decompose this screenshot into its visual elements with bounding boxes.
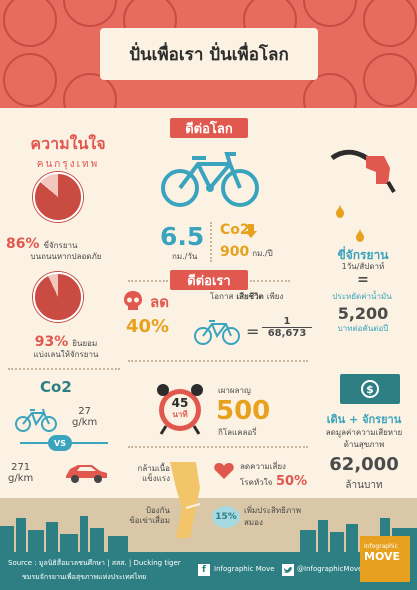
stat-86-value: 86% bbox=[6, 236, 40, 252]
world-divider bbox=[210, 222, 212, 262]
skull-icon bbox=[124, 291, 142, 310]
divider bbox=[128, 360, 308, 362]
fuel-text2: 1วัน/สัปดาห์ bbox=[341, 262, 385, 271]
fuel-text1: ขี่จักรยาน bbox=[337, 248, 389, 262]
left-heading-block: ความในใจ คนกรุงเทพ bbox=[18, 132, 118, 172]
pie-chart-86 bbox=[33, 172, 83, 222]
source-line1: Source : มูลนิธิสื่อมวลชนศึกษา | สสส. | … bbox=[8, 559, 181, 567]
alarm-clock-icon bbox=[157, 384, 203, 435]
divider bbox=[8, 368, 120, 370]
brain-text1: เพิ่มประสิทธิภาพ bbox=[244, 506, 302, 515]
clock-number: 45 bbox=[171, 396, 189, 410]
joint-text1: ป้องกัน bbox=[145, 506, 170, 515]
stat-93-text1: ยินยอม bbox=[72, 339, 98, 348]
bike-co2-value: 27 bbox=[78, 406, 91, 417]
heart-text1: ลดความเสี่ยง bbox=[240, 462, 286, 471]
heart-value: 50% bbox=[276, 474, 308, 489]
chance-bold: เสียชีวิต bbox=[236, 292, 264, 301]
divider bbox=[128, 280, 168, 282]
world-km-unit: กม./วัน bbox=[172, 252, 198, 261]
burn-value: 500 bbox=[216, 396, 271, 426]
walk-value: 62,000 bbox=[329, 454, 399, 475]
brand-line2: MOVE bbox=[364, 550, 401, 563]
reduce-label: ลด bbox=[150, 293, 169, 311]
fuel-nozzle-icon bbox=[330, 149, 396, 194]
save-text: ประหยัดค่าน้ำมัน bbox=[332, 292, 392, 301]
page-title: ปั่นเพื่อเรา ปั่นเพื่อโลก bbox=[100, 28, 318, 80]
stat-86: 86% ขี่จักรยาน bbox=[6, 236, 126, 252]
joint-text2: ข้อเข่าเสื่อม bbox=[129, 516, 170, 525]
clock-unit: นาที bbox=[172, 410, 188, 419]
bicycle-medium-icon bbox=[194, 320, 240, 345]
world-co2: 900 กม./ปี bbox=[220, 244, 273, 260]
muscle-text1: กล้ามเนื้อ bbox=[137, 464, 170, 473]
world-km-value: 6.5 bbox=[160, 222, 205, 251]
stat-93-value: 93% bbox=[34, 334, 69, 350]
car-co2-value: 271 bbox=[11, 462, 31, 473]
fuel-equals: = bbox=[357, 272, 369, 288]
stat-93-text2: แบ่งเลนให้จักรยาน bbox=[33, 350, 99, 359]
reduce-value: 40% bbox=[126, 316, 170, 337]
chance-prefix: โอกาส bbox=[210, 292, 234, 301]
fraction: 1 68,673 bbox=[262, 316, 312, 339]
muscle-text: กล้ามเนื้อ แข็งแรง bbox=[118, 464, 170, 484]
burn-unit: กิโลแคลอรี่ bbox=[218, 428, 257, 437]
fraction-denominator: 68,673 bbox=[262, 327, 312, 339]
heart-icon bbox=[214, 463, 234, 479]
brain-text2: สมอง bbox=[244, 518, 263, 527]
leg-icon bbox=[170, 462, 201, 538]
brain-badge: 15% bbox=[212, 506, 240, 528]
facebook-link[interactable]: Infographic Move bbox=[214, 565, 275, 573]
world-co2-value: 900 bbox=[220, 244, 250, 260]
save-value: 5,200 bbox=[337, 304, 389, 323]
section-us: ดีต่อเรา bbox=[170, 270, 248, 290]
stat-86-text1: ขี่จักรยาน bbox=[43, 241, 78, 250]
twitter-icon[interactable] bbox=[282, 564, 294, 576]
walk-sub2: ด้านสุขภาพ bbox=[343, 440, 385, 449]
fraction-numerator: 1 bbox=[283, 316, 291, 327]
world-co2-label: Co2 bbox=[220, 222, 250, 238]
brand-logo: Infographic MOVE bbox=[360, 536, 410, 582]
walk-sub1: ลดมูลค่าความเสียหาย bbox=[325, 428, 403, 437]
pie-chart-93 bbox=[33, 272, 83, 322]
divider bbox=[250, 280, 290, 282]
heart-text2: โรคหัวใจ bbox=[240, 478, 273, 487]
money-icon: $ bbox=[340, 374, 400, 404]
chance-text: โอกาส เสียชีวิต เพียง bbox=[210, 292, 283, 302]
bicycle-large-icon bbox=[161, 152, 259, 207]
divider bbox=[128, 446, 308, 448]
world-co2-unit: กม./ปี bbox=[252, 249, 273, 258]
burn-label: เผาผลาญ bbox=[218, 386, 251, 395]
save-unit: บาทต่อคันต่อปี bbox=[337, 324, 389, 333]
walk-unit: ล้านบาท bbox=[345, 480, 383, 491]
car-icon bbox=[66, 465, 107, 483]
bicycle-small-icon bbox=[15, 408, 57, 432]
section-world: ดีต่อโลก bbox=[170, 118, 248, 138]
bike-co2-unit: g/km bbox=[72, 417, 98, 428]
vs-badge: VS bbox=[48, 435, 72, 451]
brand-line1: Infographic bbox=[364, 543, 398, 550]
car-co2: 271 g/km bbox=[8, 462, 33, 484]
fuel-drops-icon bbox=[336, 204, 364, 242]
bike-co2: 27 g/km bbox=[72, 406, 97, 428]
source-line2: ชมรมจักรยานเพื่อสุขภาพแห่งประเทศไทย bbox=[22, 573, 147, 581]
twitter-link[interactable]: @InfographicMove bbox=[297, 565, 363, 573]
stat-93: 93% ยินยอม bbox=[6, 334, 126, 350]
chance-suffix: เพียง bbox=[266, 292, 284, 301]
left-heading: ความในใจ bbox=[30, 134, 106, 153]
top-banner: ปั่นเพื่อเรา ปั่นเพื่อโลก bbox=[0, 0, 417, 108]
equals-sign: = bbox=[246, 322, 260, 341]
left-subheading: คนกรุงเทพ bbox=[36, 159, 100, 170]
arrow-down-icon bbox=[245, 224, 257, 238]
clock-label: 45 นาที bbox=[164, 396, 196, 420]
facebook-icon[interactable]: f bbox=[198, 564, 210, 576]
co2-label: Co2 bbox=[40, 378, 72, 396]
joint-text: ป้องกัน ข้อเข่าเสื่อม bbox=[118, 506, 170, 526]
stat-86-text2: บนถนนหากปลอดภัย bbox=[30, 252, 102, 261]
footer: Source : มูลนิธิสื่อมวลชนศึกษา | สสส. | … bbox=[0, 536, 417, 590]
walk-text: เดิน + จักรยาน bbox=[326, 413, 402, 426]
car-co2-unit: g/km bbox=[8, 473, 34, 484]
muscle-text2: แข็งแรง bbox=[142, 474, 170, 483]
